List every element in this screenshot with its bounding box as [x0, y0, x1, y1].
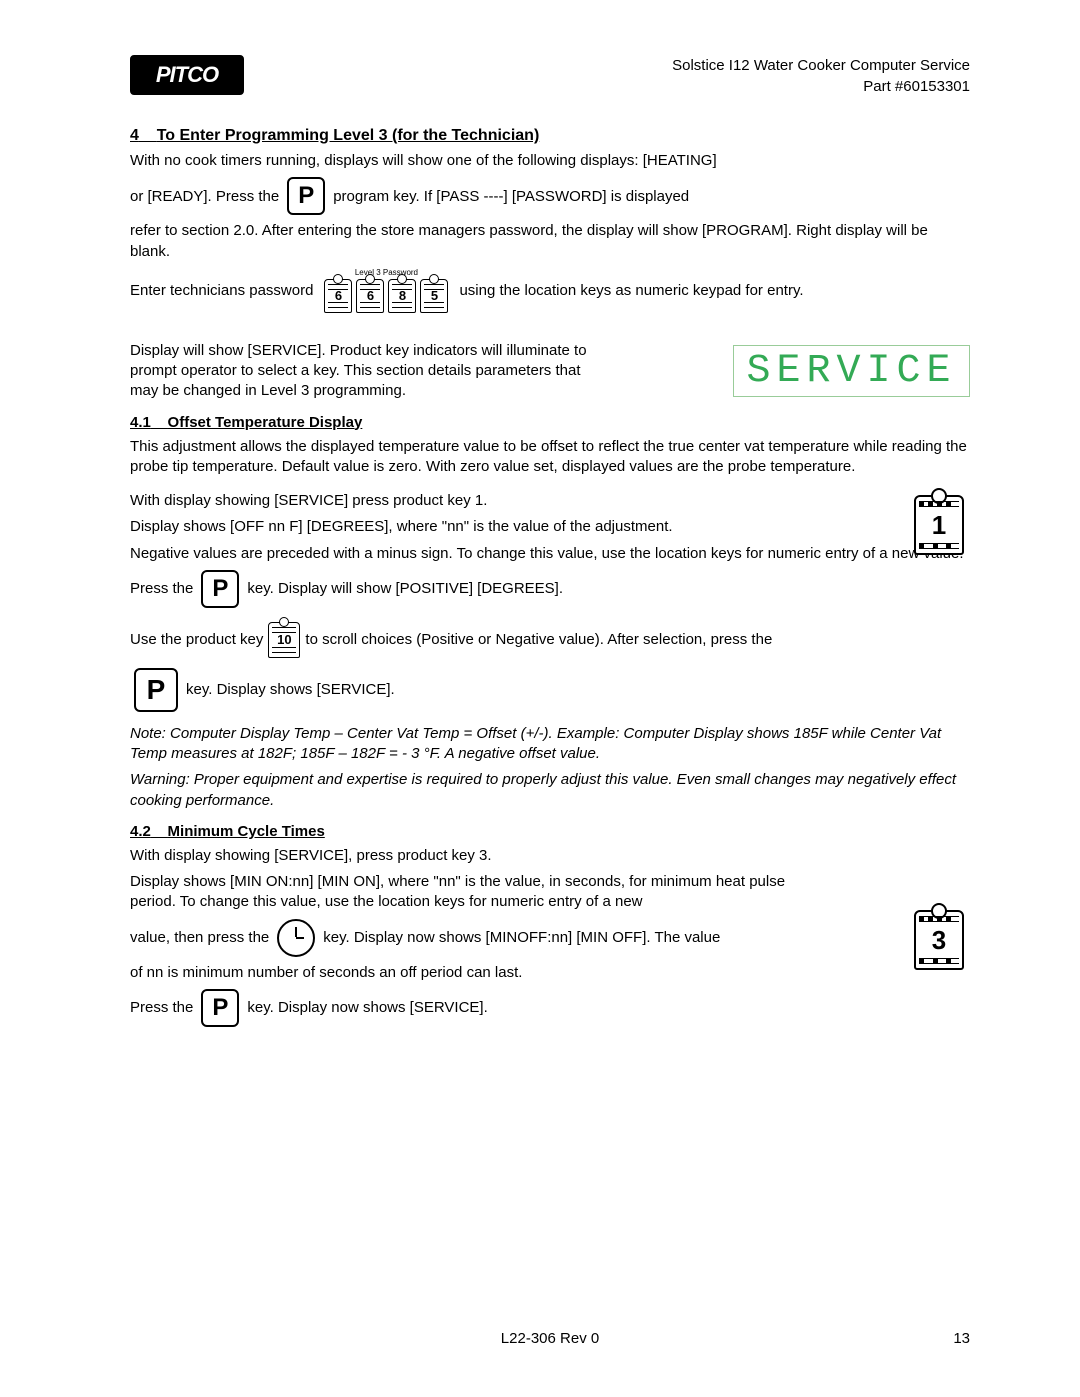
clock-key-icon: [277, 919, 315, 957]
sec42-p1: With display showing [SERVICE], press pr…: [130, 846, 970, 866]
service-display: SERVICE: [733, 345, 970, 397]
sec41-note: Note: Computer Display Temp – Center Vat…: [130, 724, 970, 765]
section-4-1-title: 4.1 Offset Temperature Display: [130, 414, 970, 431]
sec41-line7t: key. Display shows [SERVICE].: [186, 681, 395, 698]
page-header: PITCO Solstice I12 Water Cooker Computer…: [130, 55, 970, 97]
sec41-line6a: Use the product key: [130, 631, 263, 648]
section-4-2-title: 4.2 Minimum Cycle Times: [130, 823, 970, 840]
sec4-p5: Display will show [SERVICE]. Product key…: [130, 341, 610, 402]
sec42-line3: value, then press the key. Display now s…: [130, 919, 970, 957]
logo-text: PITCO: [156, 62, 218, 88]
sec42-line3a: value, then press the: [130, 929, 269, 946]
sec41-line6b: to scroll choices (Positive or Negative …: [305, 631, 772, 648]
sec4-p1: With no cook timers running, displays wi…: [130, 151, 970, 171]
p-key-icon: P: [134, 668, 178, 712]
sec42-num: 4.2: [130, 823, 151, 840]
p-key-icon: P: [287, 177, 325, 215]
sec42-line3b: key. Display now shows [MINOFF:nn] [MIN …: [323, 929, 720, 946]
section-4-title: 4 To Enter Programming Level 3 (for the …: [130, 127, 970, 145]
sec42-line5: Press the P key. Display now shows [SERV…: [130, 989, 970, 1027]
password-keys: 6 6 8 5: [323, 279, 449, 313]
sec41-line6: Use the product key 10 to scroll choices…: [130, 622, 970, 658]
sec41-num: 4.1: [130, 414, 151, 431]
sec4-line4b: using the location keys as numeric keypa…: [459, 282, 803, 299]
sec41-p3: Display shows [OFF nn F] [DEGREES], wher…: [130, 517, 970, 537]
pwd-key-4: 5: [420, 279, 448, 313]
sec41-title: Offset Temperature Display: [168, 414, 363, 431]
footer-page: 13: [953, 1330, 970, 1347]
sec4-line2: or [READY]. Press the P program key. If …: [130, 177, 970, 215]
sec42-line5b: key. Display now shows [SERVICE].: [247, 999, 487, 1016]
pwd-key-3: 8: [388, 279, 416, 313]
product-key-3-icon: 3: [913, 910, 965, 970]
sec4-title: To Enter Programming Level 3 (for the Te…: [157, 127, 540, 144]
p-key-icon: P: [201, 570, 239, 608]
page-footer: L22-306 Rev 0 13: [130, 1330, 970, 1347]
sec41-p4: Negative values are preceded with a minu…: [130, 544, 970, 564]
sec41-line5: Press the P key. Display will show [POSI…: [130, 570, 970, 608]
sec42-p2: Display shows [MIN ON:nn] [MIN ON], wher…: [130, 872, 790, 913]
sec4-line4a: Enter technicians password: [130, 282, 313, 299]
document-page: PITCO Solstice I12 Water Cooker Computer…: [0, 0, 1080, 1397]
product-key-1-icon: 1: [913, 495, 965, 555]
sec42-line5a: Press the: [130, 999, 193, 1016]
pitco-logo: PITCO: [130, 55, 244, 95]
sec42-title: Minimum Cycle Times: [168, 823, 325, 840]
product-line: Solstice I12 Water Cooker Computer Servi…: [672, 55, 970, 76]
sec41-p2: With display showing [SERVICE] press pro…: [130, 491, 970, 511]
sec4-num: 4: [130, 127, 139, 144]
sec41-p1: This adjustment allows the displayed tem…: [130, 437, 970, 478]
p-key-icon: P: [201, 989, 239, 1027]
part-line: Part #60153301: [672, 76, 970, 97]
password-label: Level 3 Password: [355, 268, 418, 277]
sec4-p3: refer to section 2.0. After entering the…: [130, 221, 970, 262]
pwd-key-2: 6: [356, 279, 384, 313]
sec4-line2a: or [READY]. Press the: [130, 188, 279, 205]
password-group: Level 3 Password 6 6 8 5: [323, 268, 449, 313]
pwd-key-1: 6: [324, 279, 352, 313]
product-key-10-icon: 10: [268, 622, 300, 658]
sec4-line2b: program key. If [PASS ----] [PASSWORD] i…: [333, 188, 689, 205]
sec41-warning: Warning: Proper equipment and expertise …: [130, 770, 970, 811]
sec41-line5a: Press the: [130, 580, 193, 597]
sec4-line4: Enter technicians password Level 3 Passw…: [130, 268, 970, 313]
header-right: Solstice I12 Water Cooker Computer Servi…: [672, 55, 970, 97]
sec41-line5b: key. Display will show [POSITIVE] [DEGRE…: [247, 580, 563, 597]
footer-doc: L22-306 Rev 0: [501, 1330, 599, 1347]
sec42-p4: of nn is minimum number of seconds an of…: [130, 963, 970, 983]
sec41-line7: P key. Display shows [SERVICE].: [130, 668, 970, 712]
